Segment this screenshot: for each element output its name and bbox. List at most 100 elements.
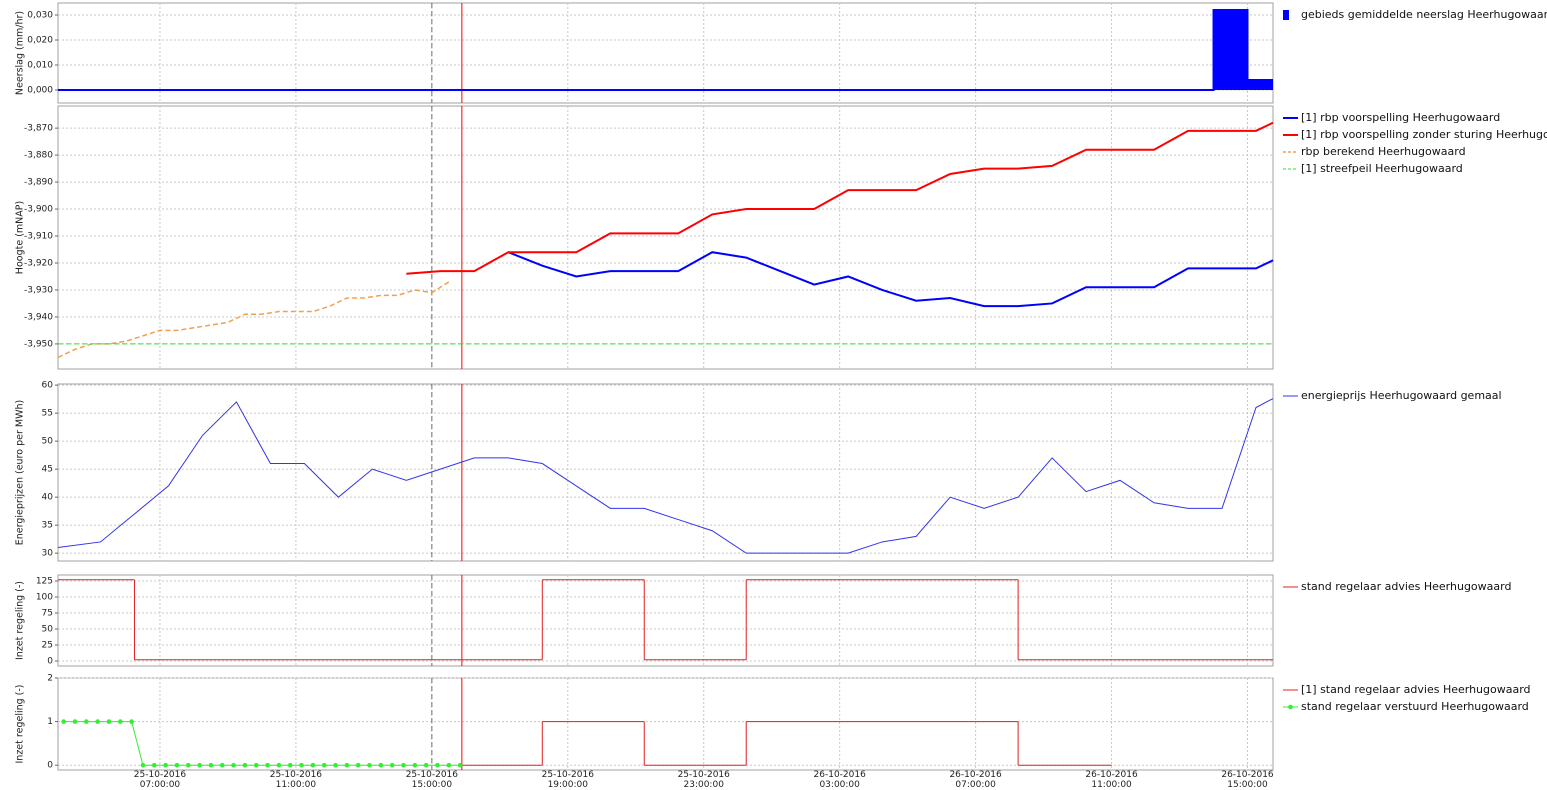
legend-label: [1] rbp voorspelling Heerhugowaard [1301,111,1500,124]
y-tick-label: 35 [42,521,53,531]
bar [1247,80,1273,90]
point-marker [367,762,372,768]
point-marker [219,762,225,768]
x-tick-label: 25-10-2016 19:00:00 [541,770,594,790]
series-line [406,121,1274,275]
y-axis-title: Inzet regeling (-) [15,581,26,660]
y-tick-label: 75 [42,609,53,619]
point-marker [197,762,202,768]
x-tick-label: 26-10-2016 03:00:00 [813,770,866,790]
y-tick-label: 1 [47,717,53,727]
y-tick-label: 50 [42,437,54,447]
series-line [57,398,1274,554]
point-marker [106,719,112,724]
y-tick-label: 0,020 [27,36,53,46]
point-marker [321,762,327,768]
y-tick-label: 0,030 [27,11,53,21]
y-axis-title: Neerslag (mm/hr) [15,11,26,95]
x-tick-label: 25-10-2016 23:00:00 [677,770,730,790]
y-tick-label: 0 [47,761,53,771]
y-tick-label: 60 [42,381,54,391]
y-tick-label: 30 [42,549,54,559]
y-axis-title: Inzet regeling (-) [15,684,26,763]
point-marker [242,762,248,768]
plot-area [57,574,1274,667]
x-tick-label: 25-10-2016 07:00:00 [133,770,187,790]
legend-label: stand regelaar verstuurd Heerhugowaard [1301,700,1529,713]
point-marker [231,762,236,768]
y-tick-label: 100 [36,593,53,603]
legend-label: [1] rbp voorspelling zonder sturing Heer… [1301,128,1547,141]
y-tick-label: 25 [42,641,53,651]
legend-swatch [1283,10,1289,20]
point-marker [457,762,463,768]
panel: 30 35 40 45 50 55 60 Energieprijzen (euro per M… [15,381,1502,562]
point-marker [412,762,418,768]
y-tick-label: -3,950 [24,339,53,349]
point-marker [310,762,316,768]
point-marker [446,762,452,768]
y-tick-label: 0,000 [27,86,53,96]
point-marker [344,762,350,768]
legend-label: stand regelaar advies Heerhugowaard [1301,580,1511,593]
legend-label: gebieds gemiddelde neerslag Heerhugowaar… [1301,8,1547,21]
bar [1213,10,1248,90]
point-marker [389,762,395,768]
y-tick-label: 40 [42,493,54,503]
y-tick-label: -3,870 [24,124,53,134]
point-marker [276,762,282,768]
x-tick-label: 26-10-2016 15:00:00 [1221,770,1274,790]
y-tick-label: -3,930 [24,285,53,295]
point-marker [163,762,168,768]
point-marker [61,719,66,724]
y-axis-title: Hoogte (mNAP) [15,201,26,274]
plot-area [57,2,1274,104]
legend-label: energieprijs Heerhugowaard gemaal [1301,389,1502,402]
panel: 0 1 2 Inzet regeling (-) [1] stand regelaar … [15,674,1531,771]
y-tick-label: 55 [42,409,53,419]
y-tick-label: -3,920 [24,258,53,268]
legend-label: rbp berekend Heerhugowaard [1301,145,1466,158]
point-marker [299,762,304,768]
point-marker [355,762,361,768]
point-marker [287,762,293,768]
point-marker [185,762,191,768]
y-tick-label: 2 [47,674,53,684]
y-tick-label: -3,890 [24,178,53,188]
plot-area [57,105,1274,370]
legend-label: [1] stand regelaar advies Heerhugowaard [1301,683,1531,696]
point-marker [435,762,440,768]
legend-marker [1288,704,1293,710]
y-tick-label: 0 [47,657,53,667]
y-axis-title: Energieprijzen (euro per MWh) [15,400,26,545]
legend-label: [1] streefpeil Heerhugowaard [1301,162,1463,175]
x-tick-label: 26-10-2016 11:00:00 [1085,770,1138,790]
y-tick-label: 50 [42,625,54,635]
point-marker [118,719,123,724]
y-tick-label: -3,940 [24,312,53,322]
y-tick-label: -3,910 [24,232,53,242]
series-line [57,281,450,359]
point-marker [253,762,259,768]
y-tick-label: -3,880 [24,151,53,161]
point-marker [72,719,78,724]
plot-area [57,677,1274,771]
x-tick-label: 25-10-2016 11:00:00 [269,770,323,790]
point-marker [208,762,214,768]
series-line [507,251,1274,308]
y-tick-label: -3,900 [24,205,53,215]
point-marker [129,719,134,724]
x-tick-label: 25-10-2016 15:00:00 [405,770,458,790]
point-marker [84,719,89,724]
y-tick-label: 45 [42,465,53,475]
point-marker [95,719,100,724]
point-marker [333,762,338,768]
point-marker [378,762,384,768]
point-marker [401,762,406,768]
panel: 0 25 50 75 100 125 Inzet regeling (-) stand reg… [15,574,1511,667]
y-tick-label: 0,010 [27,61,53,71]
point-marker [423,762,429,768]
